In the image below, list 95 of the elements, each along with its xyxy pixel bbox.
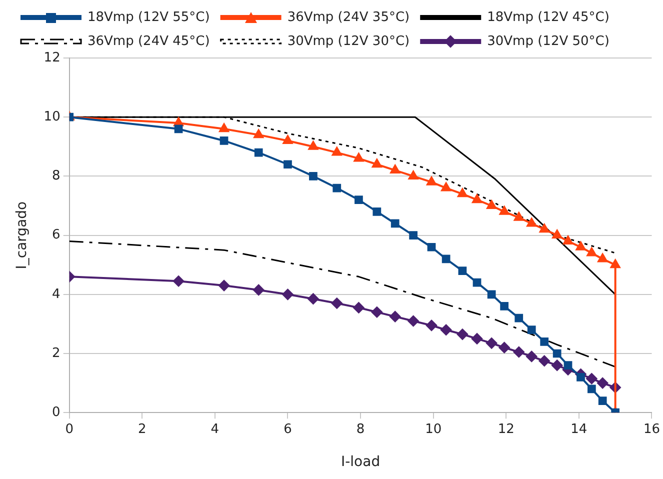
point xyxy=(472,333,483,344)
point xyxy=(408,315,419,326)
x-tick-label: 16 xyxy=(643,422,660,437)
point xyxy=(282,288,294,300)
legend-label: 30Vmp (12V 30°C) xyxy=(287,34,410,49)
point xyxy=(552,230,562,239)
point xyxy=(353,302,364,314)
point xyxy=(282,135,293,144)
point xyxy=(354,152,364,162)
point xyxy=(458,266,467,275)
point xyxy=(486,338,498,349)
x-tick-label: 0 xyxy=(65,422,74,437)
point xyxy=(456,328,468,340)
x-tick-label: 12 xyxy=(498,422,514,437)
point xyxy=(331,298,342,309)
point xyxy=(332,184,342,192)
point xyxy=(598,253,608,262)
point xyxy=(598,396,607,405)
point xyxy=(390,164,400,174)
point xyxy=(513,346,524,358)
point xyxy=(308,293,319,304)
point xyxy=(220,136,228,145)
point xyxy=(610,259,620,268)
point xyxy=(552,360,563,371)
legend-label: 36Vmp (24V 35°C) xyxy=(287,10,410,25)
point xyxy=(219,123,229,132)
point xyxy=(173,276,184,287)
point xyxy=(564,361,572,370)
point xyxy=(440,324,452,336)
point xyxy=(472,194,482,204)
point xyxy=(253,284,264,296)
point xyxy=(586,248,597,256)
point xyxy=(372,207,382,216)
y-tick-label: 10 xyxy=(44,109,60,124)
point xyxy=(371,306,382,318)
point xyxy=(540,338,549,346)
point xyxy=(587,384,596,394)
point xyxy=(563,236,573,244)
point xyxy=(487,290,496,299)
y-tick-label: 8 xyxy=(52,168,60,184)
point xyxy=(372,158,382,168)
legend-label: 30Vmp (12V 50°C) xyxy=(487,34,610,49)
point xyxy=(390,311,401,322)
point xyxy=(332,147,342,156)
point xyxy=(426,320,438,331)
point xyxy=(472,278,482,287)
legend-label: 36Vmp (24V 45°C) xyxy=(88,34,210,49)
legend-label: 18Vmp (12V 45°C) xyxy=(487,10,610,25)
point xyxy=(527,326,536,334)
legend-label: 18Vmp (12V 55°C) xyxy=(88,10,210,25)
point xyxy=(441,182,451,192)
y-axis-title: I_cargado xyxy=(14,201,30,270)
point xyxy=(586,373,598,384)
point xyxy=(500,302,508,310)
y-tick-label: 2 xyxy=(52,346,60,361)
y-tick-label: 0 xyxy=(52,404,60,420)
point xyxy=(552,349,562,358)
point xyxy=(458,188,468,198)
point xyxy=(409,231,418,240)
point xyxy=(597,378,608,389)
x-axis-title: I-load xyxy=(340,454,380,470)
point xyxy=(390,219,400,228)
y-tick-label: 4 xyxy=(52,286,60,302)
point xyxy=(426,176,436,186)
x-tick-label: 4 xyxy=(210,422,220,437)
y-tick-label: 6 xyxy=(52,228,60,243)
point xyxy=(538,355,550,366)
point xyxy=(576,242,586,250)
point xyxy=(218,280,230,292)
point xyxy=(309,172,318,180)
point xyxy=(254,148,263,157)
x-tick-label: 2 xyxy=(138,422,146,437)
point xyxy=(576,372,585,382)
point xyxy=(526,350,538,362)
point xyxy=(174,124,183,134)
point xyxy=(308,141,318,150)
point xyxy=(408,170,418,180)
point xyxy=(498,342,510,354)
point xyxy=(486,200,496,209)
point xyxy=(427,242,436,252)
point xyxy=(442,254,450,264)
x-tick-label: 8 xyxy=(356,422,365,437)
point xyxy=(499,206,510,215)
point xyxy=(514,314,524,322)
point xyxy=(526,218,537,227)
x-tick-label: 6 xyxy=(284,422,292,437)
point xyxy=(539,224,550,233)
x-tick-label: 14 xyxy=(570,422,588,437)
x-tick-label: 10 xyxy=(425,422,442,437)
point xyxy=(254,129,264,138)
line-series xyxy=(69,240,616,368)
y-tick-label: 12 xyxy=(44,50,60,66)
point xyxy=(354,196,363,204)
point xyxy=(284,160,292,169)
point xyxy=(514,212,524,221)
